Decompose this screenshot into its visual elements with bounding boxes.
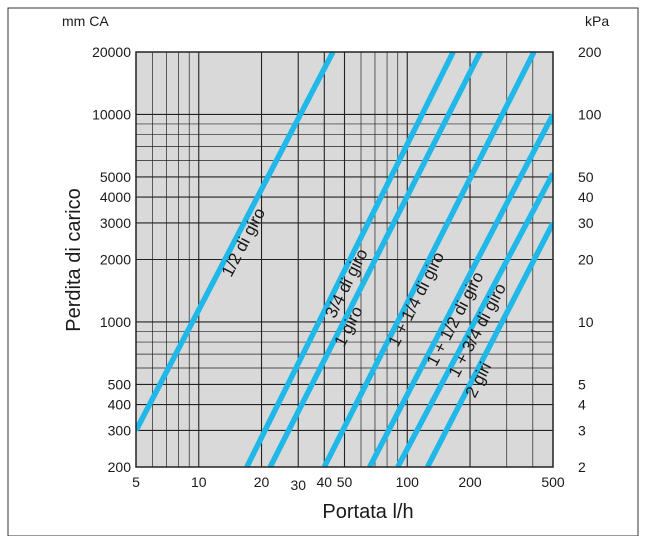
- y-right-unit-label: kPa: [585, 13, 609, 29]
- plot-frame: [135, 51, 554, 468]
- y-right-tick-label: 40: [578, 189, 594, 205]
- series-line: [267, 52, 483, 467]
- series-line: [321, 52, 537, 467]
- y-axis-title: Perdita di carico: [63, 188, 85, 331]
- y-tick-label: 300: [108, 422, 132, 438]
- x-tick-label: 40: [317, 474, 333, 490]
- y-tick-label: 2000: [100, 252, 131, 268]
- y-tick-label: 5000: [100, 169, 131, 185]
- x-tick-label: 500: [541, 474, 565, 490]
- y-right-tick-label: 5: [578, 376, 586, 392]
- major-grid: [136, 52, 553, 467]
- y-tick-label: 4000: [100, 189, 131, 205]
- y-right-tick-label: 100: [578, 106, 602, 122]
- x-tick-label: 20: [254, 474, 270, 490]
- y-right-tick-label: 50: [578, 169, 594, 185]
- series-line: [244, 52, 456, 467]
- y-right-tick-label: 2: [578, 459, 586, 475]
- y-left-unit-label: mm CA: [62, 13, 109, 29]
- y-right-tick-label: 3: [578, 422, 586, 438]
- series-line: [367, 113, 553, 467]
- x-tick-labels: 5 10 20 30 40 50 100 200 500: [132, 474, 565, 493]
- series-line: [395, 172, 553, 467]
- y-tick-labels-right: 2 3 4 5 10 20 30 40 50 100 200: [578, 44, 602, 475]
- y-tick-label: 200: [108, 459, 132, 475]
- series-group: [136, 52, 553, 467]
- y-tick-label: 400: [108, 397, 132, 413]
- y-tick-label: 3000: [100, 215, 131, 231]
- y-tick-labels-left: 200 300 400 500 1000 2000 3000 4000 5000 10000 200…: [92, 44, 131, 475]
- x-tick-label: 200: [458, 474, 482, 490]
- x-tick-label: 5: [132, 474, 140, 490]
- y-right-tick-label: 200: [578, 44, 602, 60]
- y-right-tick-label: 20: [578, 252, 594, 268]
- y-tick-label: 1000: [100, 314, 131, 330]
- x-axis-title: Portata l/h: [322, 501, 413, 523]
- series-line: [425, 221, 553, 467]
- x-tick-label: 10: [191, 474, 207, 490]
- y-right-tick-label: 4: [578, 397, 586, 413]
- x-tick-label: 50: [337, 474, 353, 490]
- series-line: [136, 52, 336, 432]
- x-tick-label: 30: [290, 477, 306, 493]
- y-right-tick-label: 30: [578, 215, 594, 231]
- y-tick-label: 10000: [92, 106, 131, 122]
- y-tick-label: 20000: [92, 44, 131, 60]
- y-right-tick-label: 10: [578, 314, 594, 330]
- x-tick-label: 100: [396, 474, 420, 490]
- y-tick-label: 500: [108, 376, 132, 392]
